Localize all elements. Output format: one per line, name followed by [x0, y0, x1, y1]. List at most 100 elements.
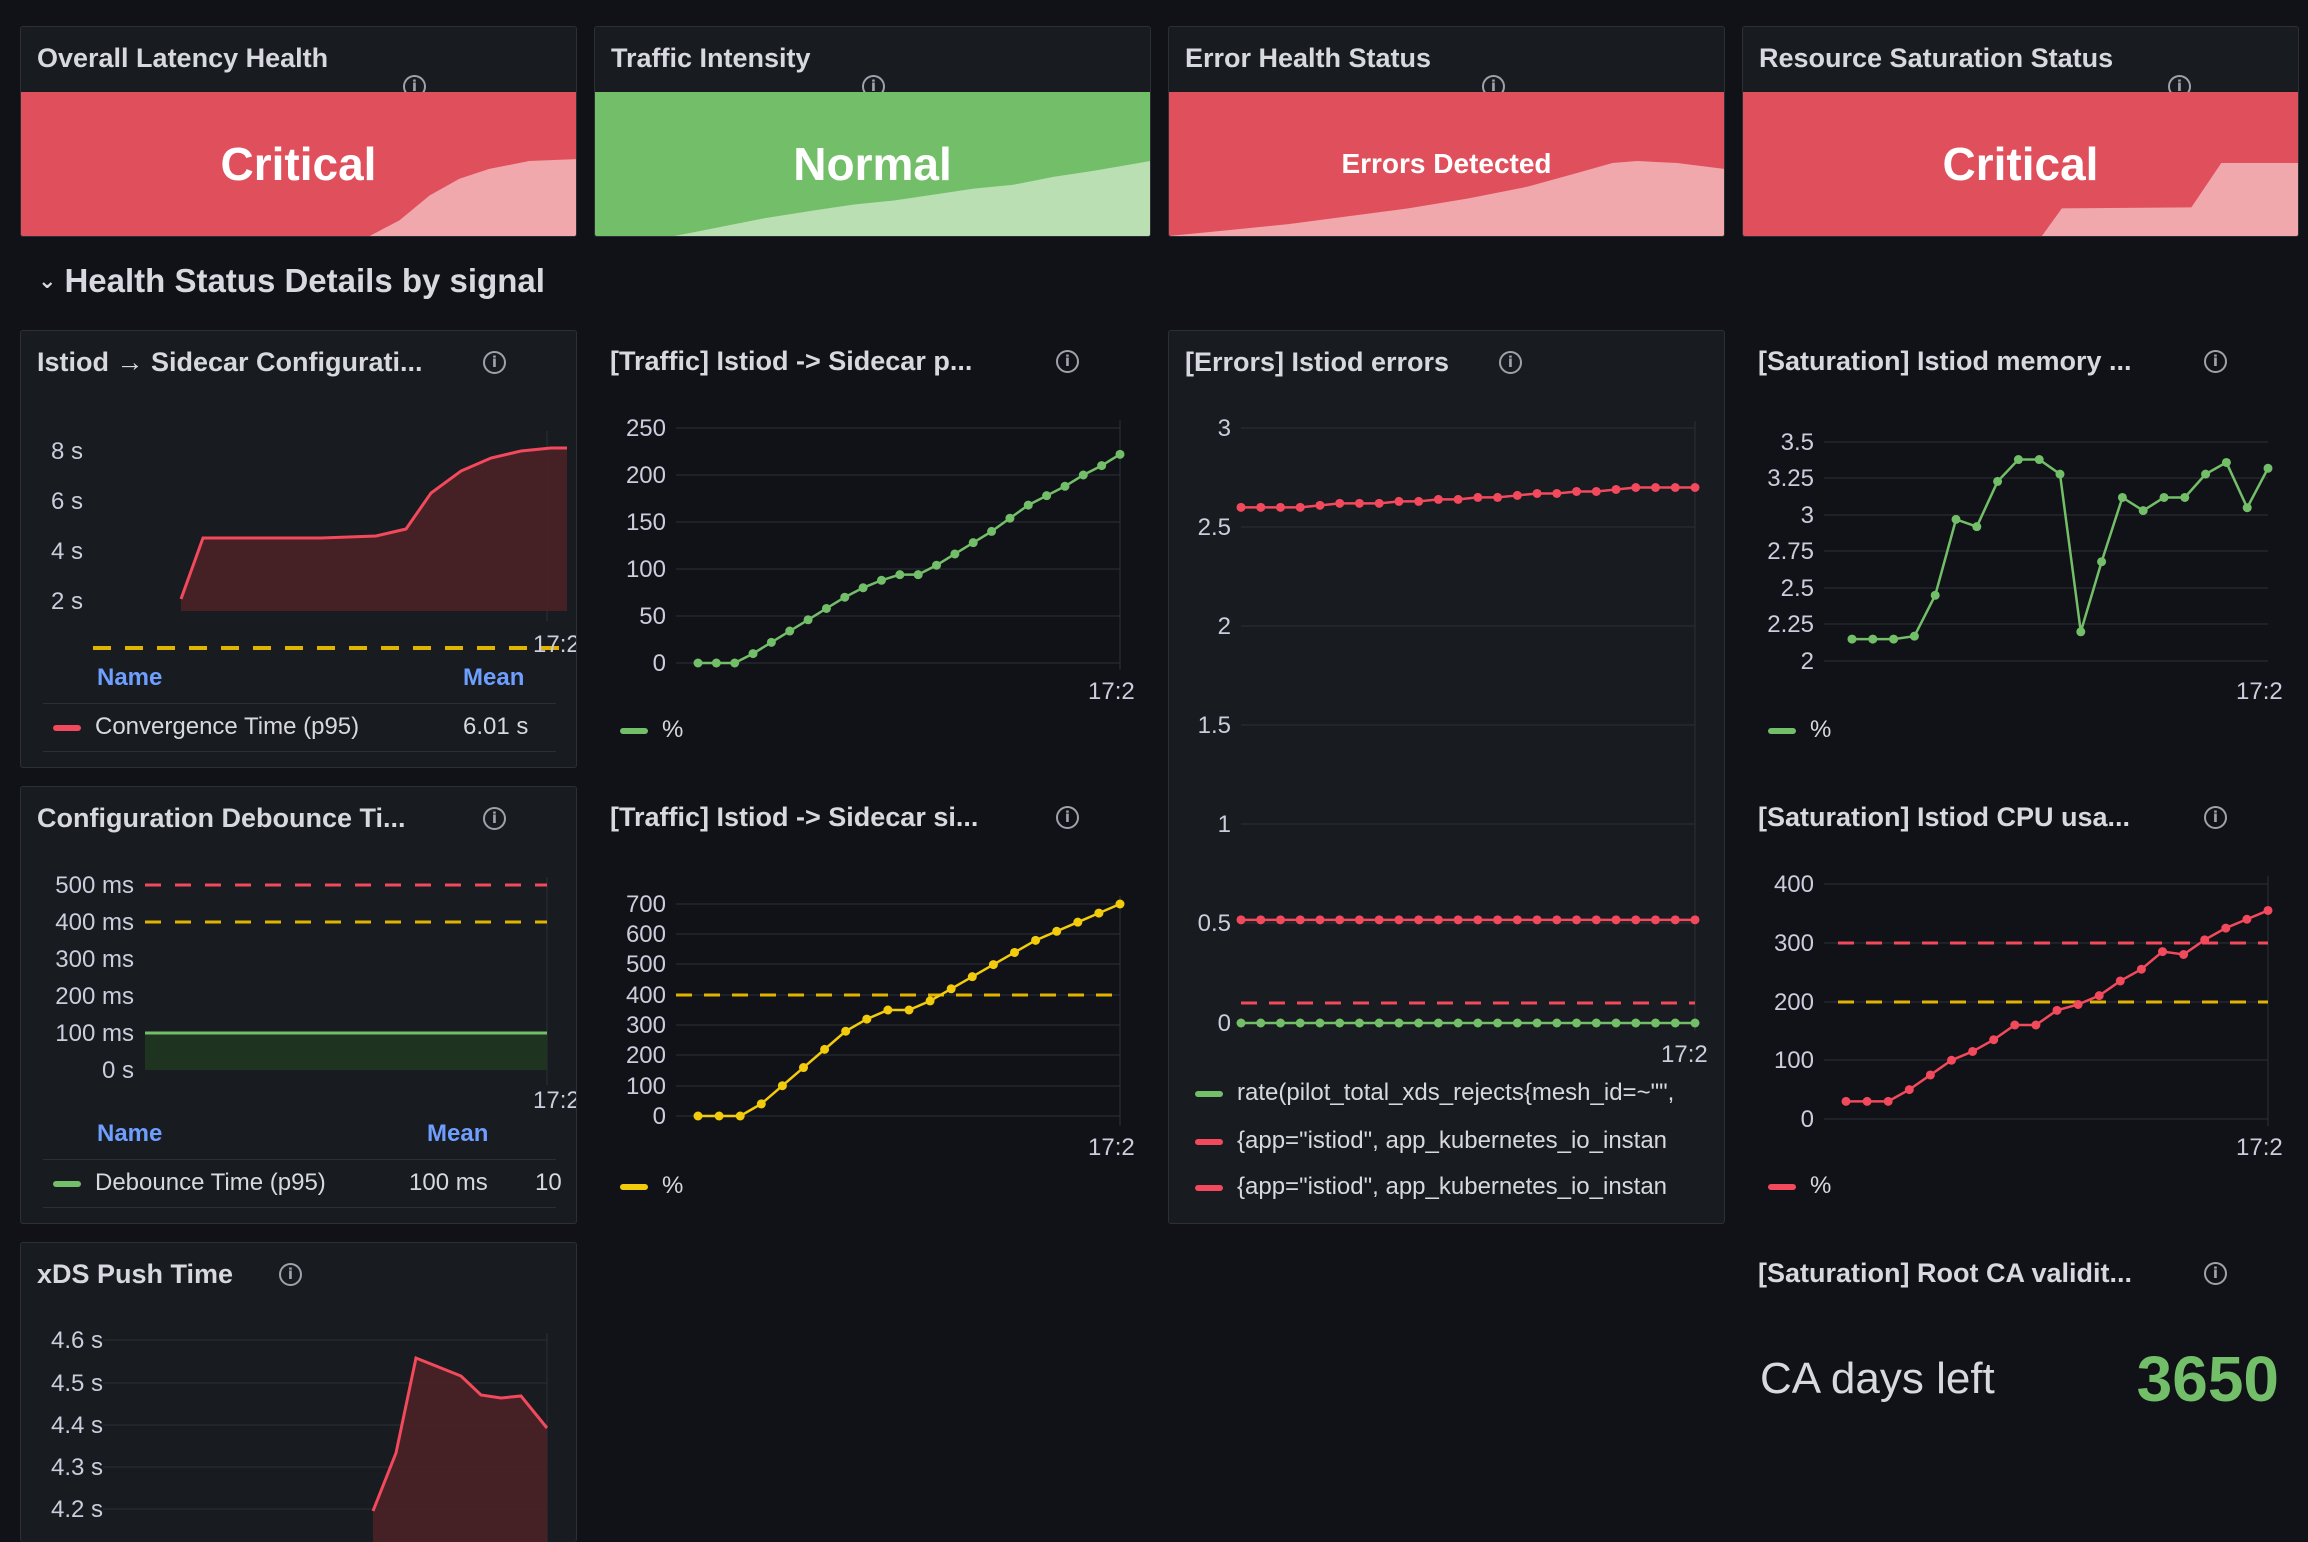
data-point [766, 637, 776, 647]
legend-row[interactable]: Convergence Time (p95) [53, 713, 359, 741]
panel-title: Overall Latency Health [37, 43, 329, 73]
legend-row[interactable]: Debounce Time (p95) [53, 1169, 326, 1197]
data-point [2263, 905, 2273, 915]
info-icon[interactable]: i [279, 1263, 302, 1286]
data-point [2013, 455, 2023, 465]
data-point [1591, 1018, 1601, 1028]
legend-row[interactable]: rate(pilot_total_xds_rejects{mesh_id=~""… [1195, 1079, 1674, 1107]
info-icon[interactable]: i [483, 807, 506, 830]
data-point [1236, 1018, 1246, 1028]
y-tick: 1.5 [1198, 712, 1231, 739]
info-icon[interactable]: i [1056, 350, 1079, 373]
chevron-down-icon[interactable]: ⌄ [38, 268, 57, 293]
panel-cpu[interactable]: [Saturation] Istiod CPU usa... i 400 300… [1742, 786, 2299, 1224]
sparkline [369, 159, 576, 236]
panel-traffic-size[interactable]: [Traffic] Istiod -> Sidecar si... i 700 … [594, 786, 1151, 1224]
stat-background: Critical [21, 92, 576, 236]
y-tick: 3.5 [1781, 429, 1814, 456]
panel-root-ca[interactable]: [Saturation] Root CA validit... i CA day… [1742, 1242, 2299, 1442]
data-point [1115, 449, 1125, 459]
y-tick: 3 [1801, 502, 1814, 529]
y-tick: 400 [1774, 871, 1814, 898]
legend-name: rate(pilot_total_xds_rejects{mesh_id=~""… [1237, 1079, 1675, 1106]
legend-row[interactable]: {app="istiod", app_kubernetes_io_instan [1195, 1127, 1667, 1155]
data-point [1315, 915, 1325, 925]
info-icon[interactable]: i [2204, 806, 2227, 829]
data-point [1909, 631, 1919, 641]
y-tick: 8 s [51, 438, 83, 465]
table-header-mean[interactable]: Mean [463, 664, 525, 691]
table-header-name[interactable]: Name [97, 664, 163, 691]
table-header-mean[interactable]: Mean [427, 1120, 489, 1147]
data-point [1690, 1018, 1700, 1028]
chart-traffic-size: 700 600 500 400 300 200 100 0 17:2 [626, 891, 1135, 1161]
data-point [1295, 1018, 1305, 1028]
data-point [2180, 492, 2190, 502]
y-tick: 400 [626, 982, 666, 1009]
panel-xds-push-time[interactable]: xDS Push Time i 4.6 s 4.5 s 4.4 s 4.3 s … [20, 1242, 577, 1542]
stat-panel-latency[interactable]: Overall Latency Health i Critical [20, 26, 577, 237]
data-point [1572, 915, 1582, 925]
data-point [1611, 484, 1621, 494]
panel-convergence[interactable]: Istiod → Sidecar Configurati... i 8 s 6 … [20, 330, 577, 768]
data-point [820, 1044, 830, 1054]
data-point [1295, 502, 1305, 512]
data-point [1094, 908, 1104, 918]
y-tick: 500 ms [55, 872, 134, 899]
data-point [895, 570, 905, 580]
stat-value: 3650 [2136, 1343, 2279, 1415]
stat-panel-traffic[interactable]: Traffic Intensity i Normal [594, 26, 1151, 237]
data-point [1651, 483, 1661, 492]
info-icon[interactable]: i [483, 351, 506, 374]
chart-memory: 3.5 3.25 3 2.75 2.5 2.25 2 17:2 [1767, 429, 2282, 705]
y-tick: 300 [626, 1012, 666, 1039]
info-icon[interactable]: i [2204, 1262, 2227, 1285]
data-point [748, 649, 758, 659]
panel-title: Istiod → Sidecar Configurati... [37, 347, 423, 377]
data-point [1951, 514, 1961, 524]
data-point [785, 626, 795, 636]
stat-value: Errors Detected [1341, 148, 1552, 179]
data-point [2159, 492, 2169, 502]
info-icon[interactable]: i [2204, 350, 2227, 373]
data-point [1473, 1018, 1483, 1028]
info-icon[interactable]: i [1056, 806, 1079, 829]
legend-row[interactable]: % [1768, 716, 1831, 744]
panel-debounce[interactable]: Configuration Debounce Ti... i 500 ms 40… [20, 786, 577, 1224]
data-point [803, 615, 813, 625]
data-point [1552, 1018, 1562, 1028]
data-point [756, 1099, 766, 1109]
data-point [2138, 506, 2148, 516]
data-point [1532, 488, 1542, 498]
data-point [1275, 915, 1285, 925]
panel-errors[interactable]: [Errors] Istiod errors i 3 2.5 2 1.5 1 0… [1168, 330, 1725, 1224]
data-point [1275, 502, 1285, 512]
data-point [1354, 498, 1364, 508]
row-header[interactable]: ⌄ Health Status Details by signal [38, 262, 545, 300]
legend-row[interactable]: % [620, 716, 683, 744]
legend-row[interactable]: % [620, 1172, 683, 1200]
stat-panel-saturation[interactable]: Resource Saturation Status i Critical [1742, 26, 2299, 237]
y-tick: 3 [1218, 415, 1231, 442]
table-header-name[interactable]: Name [97, 1120, 163, 1147]
data-point [1433, 1018, 1443, 1028]
x-tick: 17:2 [1088, 1134, 1135, 1161]
stat-panel-errors[interactable]: Error Health Status i Errors Detected [1168, 26, 1725, 237]
panel-traffic-push[interactable]: [Traffic] Istiod -> Sidecar p... i 250 2… [594, 330, 1151, 768]
legend-name: {app="istiod", app_kubernetes_io_instan [1237, 1173, 1668, 1200]
legend-row[interactable]: % [1768, 1172, 1831, 1200]
data-point [1256, 1018, 1266, 1028]
data-point [1236, 502, 1246, 512]
data-point [1354, 1018, 1364, 1028]
legend-row[interactable]: {app="istiod", app_kubernetes_io_instan [1195, 1173, 1667, 1201]
y-tick: 2.5 [1781, 575, 1814, 602]
x-tick: 17:2 [533, 1087, 577, 1114]
gridlines [1241, 421, 1696, 1031]
panel-memory[interactable]: [Saturation] Istiod memory ... i 3.5 3.2… [1742, 330, 2299, 768]
data-point [1023, 500, 1033, 510]
info-icon[interactable]: i [1499, 351, 1522, 374]
data-point [1552, 488, 1562, 498]
panel-title: [Saturation] Istiod memory ... [1758, 346, 2132, 376]
stat-value: Normal [793, 138, 952, 190]
data-point [1925, 1070, 1935, 1080]
